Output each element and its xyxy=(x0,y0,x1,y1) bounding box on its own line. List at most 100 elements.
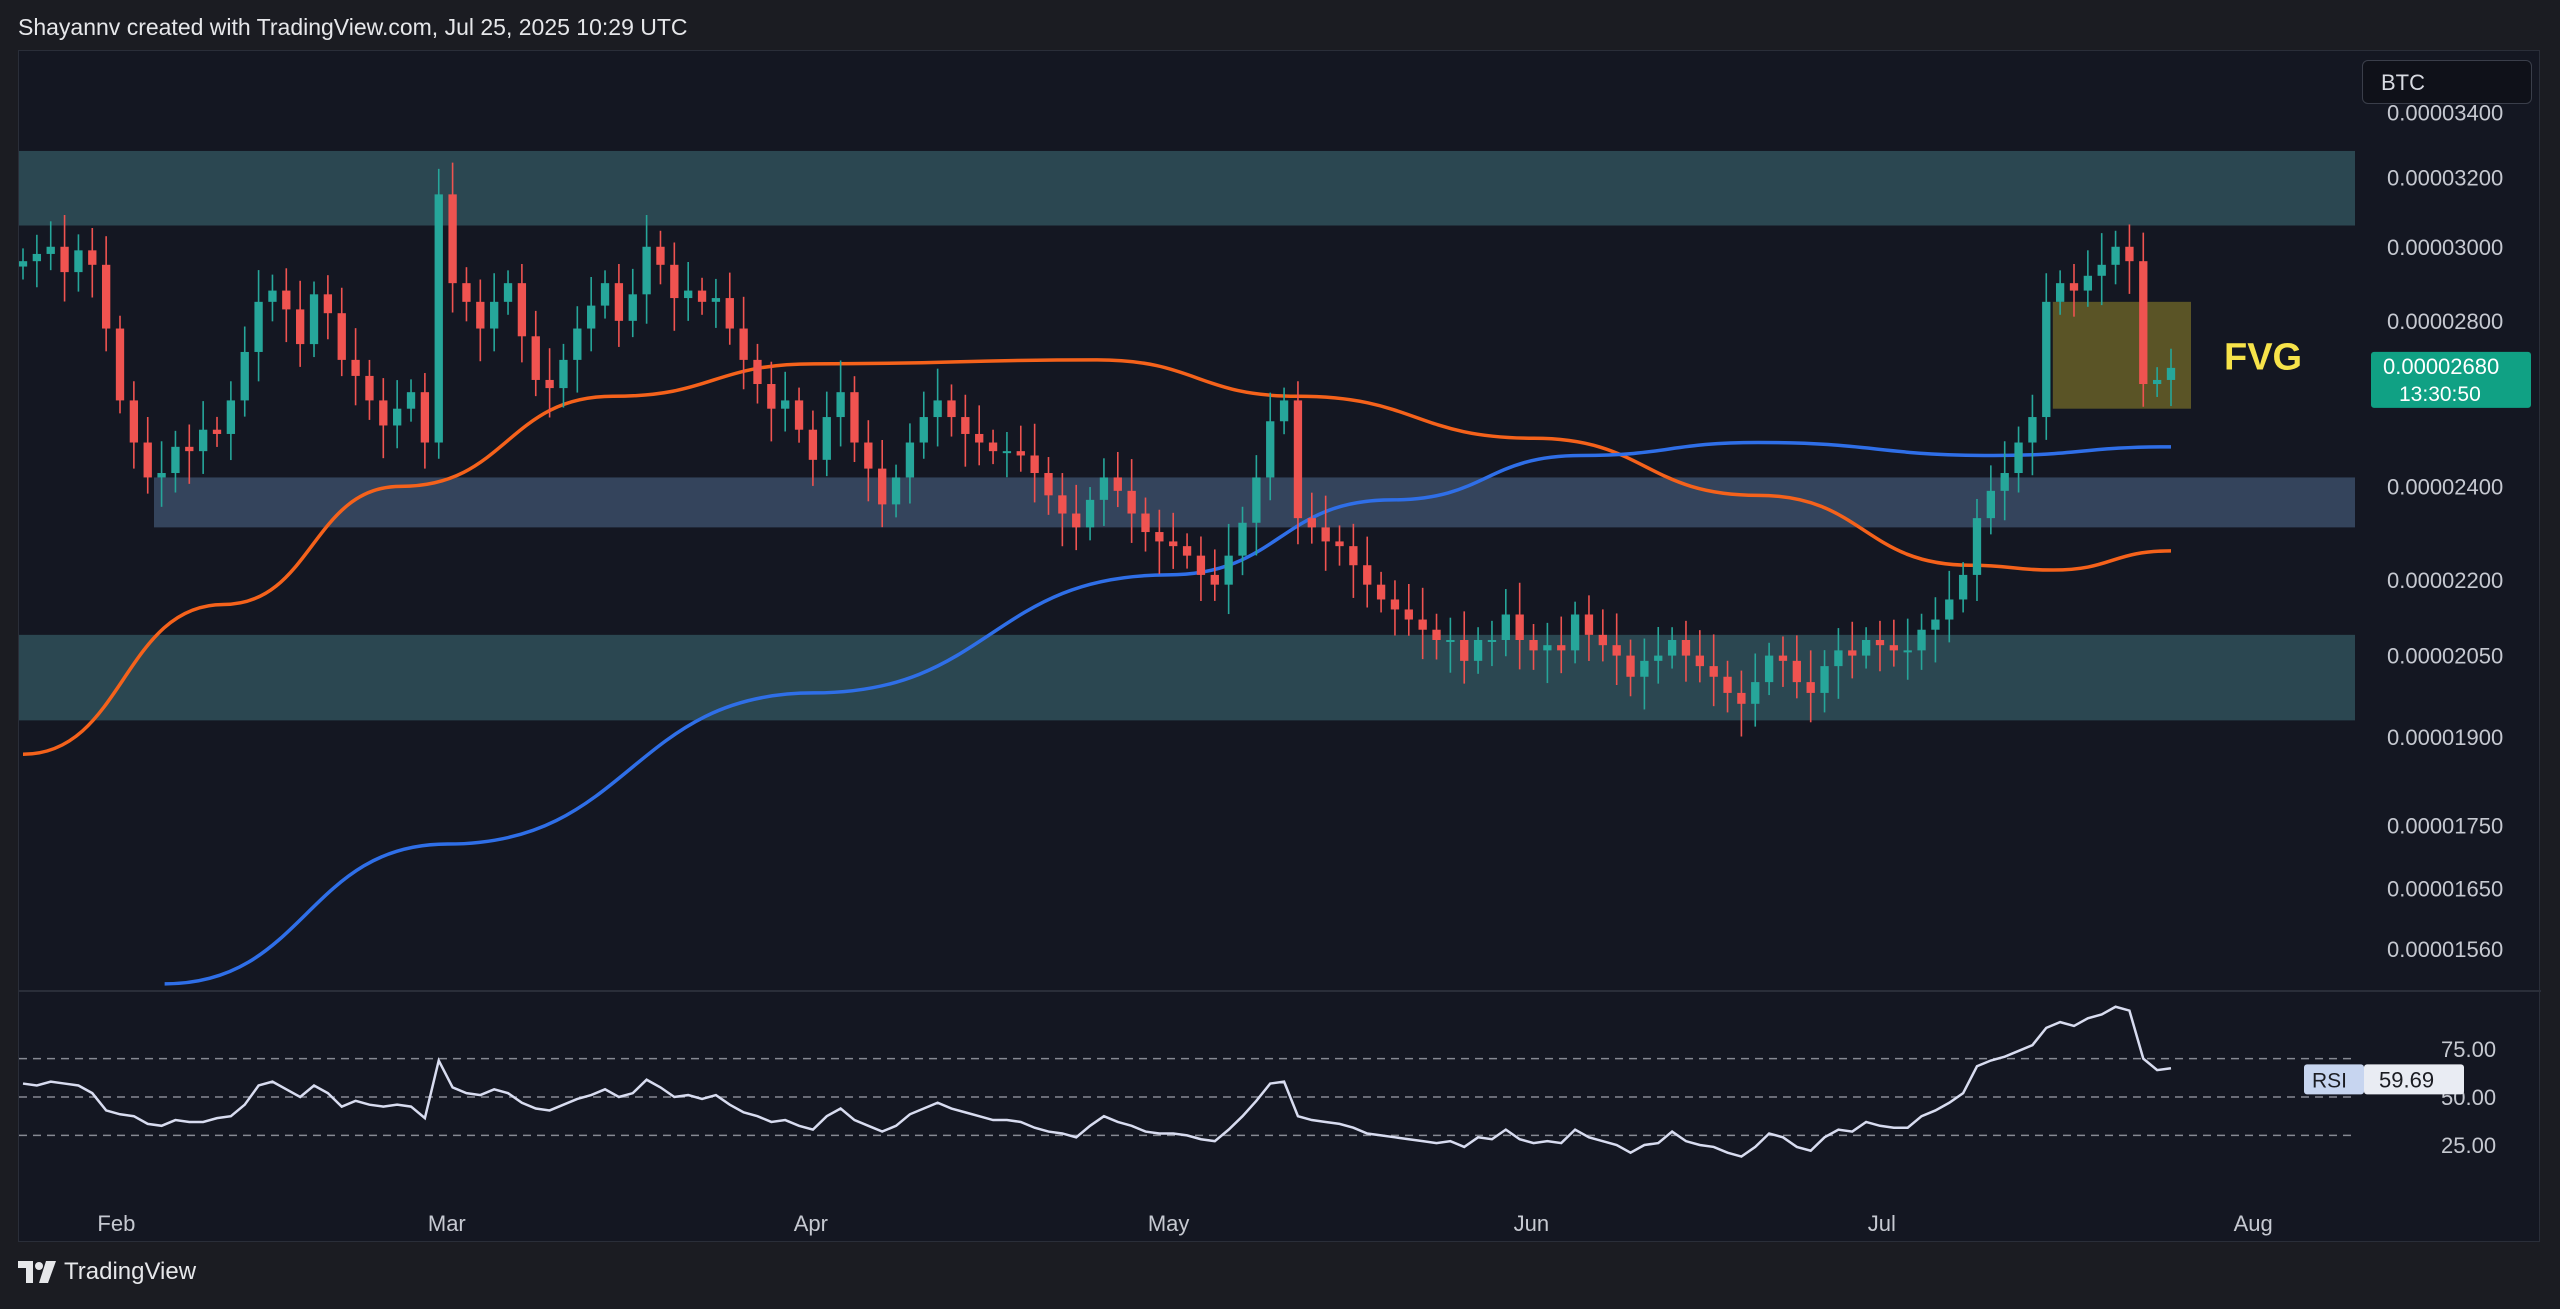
candle[interactable] xyxy=(2055,270,2065,315)
candle[interactable] xyxy=(1598,609,1607,662)
candle[interactable] xyxy=(711,278,721,328)
candle[interactable] xyxy=(878,439,887,528)
candle[interactable] xyxy=(1321,495,1330,571)
candle[interactable] xyxy=(2152,367,2162,397)
candle[interactable] xyxy=(1196,536,1206,601)
candle[interactable] xyxy=(1709,634,1718,707)
candle[interactable] xyxy=(1626,639,1635,697)
candle[interactable] xyxy=(559,343,568,408)
candle[interactable] xyxy=(587,277,596,352)
candle[interactable] xyxy=(808,410,818,486)
candle[interactable] xyxy=(1557,616,1566,674)
candle[interactable] xyxy=(406,379,416,422)
candle[interactable] xyxy=(961,394,970,467)
candle[interactable] xyxy=(1529,624,1538,670)
candle[interactable] xyxy=(1543,622,1552,684)
candle[interactable] xyxy=(323,275,333,340)
candle[interactable] xyxy=(1016,425,1025,472)
candle[interactable] xyxy=(309,281,319,358)
candle[interactable] xyxy=(1279,387,1289,435)
candle[interactable] xyxy=(1404,584,1413,636)
candle[interactable] xyxy=(351,328,360,406)
candle[interactable] xyxy=(32,234,42,288)
candle[interactable] xyxy=(670,242,679,331)
candle[interactable] xyxy=(1238,506,1247,576)
candle[interactable] xyxy=(503,270,513,315)
candle[interactable] xyxy=(198,401,208,474)
candle[interactable] xyxy=(74,234,83,292)
candle[interactable] xyxy=(2166,348,2176,407)
candle[interactable] xyxy=(1293,381,1303,545)
candle[interactable] xyxy=(1667,627,1677,669)
candle[interactable] xyxy=(2139,232,2148,407)
candle[interactable] xyxy=(490,273,499,352)
candle[interactable] xyxy=(1099,458,1109,526)
candle[interactable] xyxy=(1432,613,1441,660)
candle[interactable] xyxy=(1820,650,1829,713)
candle[interactable] xyxy=(2000,441,2009,521)
candle[interactable] xyxy=(185,424,194,484)
candle[interactable] xyxy=(19,248,28,280)
candle[interactable] xyxy=(1376,571,1386,613)
candle[interactable] xyxy=(1515,582,1524,670)
candle[interactable] xyxy=(656,230,665,285)
candle[interactable] xyxy=(1002,431,1012,478)
candle[interactable] xyxy=(1335,525,1344,566)
candle[interactable] xyxy=(1848,621,1857,679)
candle[interactable] xyxy=(1681,620,1691,682)
candle[interactable] xyxy=(836,360,845,447)
candle[interactable] xyxy=(1654,626,1663,684)
candle[interactable] xyxy=(1307,492,1316,544)
candle[interactable] xyxy=(1044,457,1053,515)
candle[interactable] xyxy=(531,310,540,397)
candle[interactable] xyxy=(1266,392,1275,501)
candle[interactable] xyxy=(143,417,152,494)
candle[interactable] xyxy=(1764,642,1774,696)
candle[interactable] xyxy=(1931,597,1940,663)
candle[interactable] xyxy=(101,236,111,352)
candle[interactable] xyxy=(600,270,610,319)
candle[interactable] xyxy=(171,430,180,493)
candle[interactable] xyxy=(282,268,291,343)
candle[interactable] xyxy=(1640,638,1649,710)
candle[interactable] xyxy=(891,464,901,518)
candle[interactable] xyxy=(1446,617,1455,673)
candle[interactable] xyxy=(573,306,582,393)
candle[interactable] xyxy=(88,228,97,298)
candle[interactable] xyxy=(365,359,374,420)
candle[interactable] xyxy=(753,343,762,404)
candle[interactable] xyxy=(1723,660,1732,713)
candle[interactable] xyxy=(614,264,624,347)
candle[interactable] xyxy=(1072,484,1081,551)
chart-area[interactable]: FVG 0.00003400 0.00003200 0.00003000 0.0000… xyxy=(18,50,2541,1242)
candle[interactable] xyxy=(1861,627,1871,669)
candle[interactable] xyxy=(1778,636,1788,687)
candle[interactable] xyxy=(1806,650,1815,723)
candle[interactable] xyxy=(157,441,166,507)
candle[interactable] xyxy=(697,277,707,315)
candle[interactable] xyxy=(1889,619,1898,667)
candle[interactable] xyxy=(1141,497,1150,552)
candle[interactable] xyxy=(947,384,956,437)
candle[interactable] xyxy=(240,326,249,417)
candle[interactable] xyxy=(1945,570,1954,643)
candle[interactable] xyxy=(462,267,471,322)
candle[interactable] xyxy=(684,261,693,321)
candle[interactable] xyxy=(1903,618,1912,680)
candle[interactable] xyxy=(1584,595,1594,661)
candle[interactable] xyxy=(129,381,139,469)
candle[interactable] xyxy=(1224,523,1233,615)
candle[interactable] xyxy=(1737,670,1746,737)
candle[interactable] xyxy=(1058,473,1067,547)
candle[interactable] xyxy=(420,373,430,469)
candle[interactable] xyxy=(1127,459,1136,543)
candle[interactable] xyxy=(933,368,942,447)
candle[interactable] xyxy=(1210,549,1219,601)
candle[interactable] xyxy=(2097,233,2106,306)
candle[interactable] xyxy=(254,270,263,382)
candle[interactable] xyxy=(60,215,69,302)
candle[interactable] xyxy=(1917,613,1926,670)
candle[interactable] xyxy=(268,274,277,322)
candle[interactable] xyxy=(1695,630,1704,683)
candle[interactable] xyxy=(226,381,236,461)
